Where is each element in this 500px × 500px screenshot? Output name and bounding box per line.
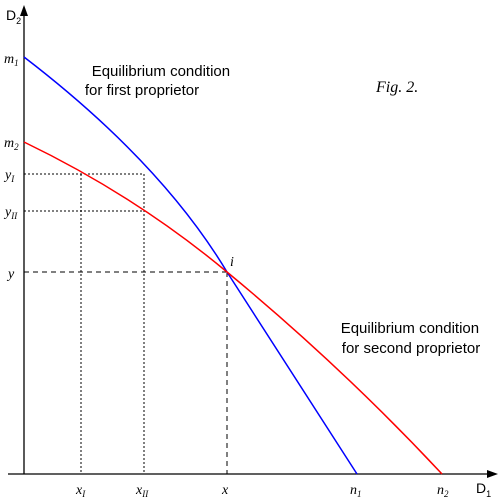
axes [8,14,490,475]
x-mark-x: x [221,483,229,498]
curve-first-annotation: Equilibrium condition for first propriet… [85,63,234,99]
x-axis-arrow-icon [487,470,498,478]
guide-lines-dashed [24,271,228,474]
y-mark-yI: yI [3,168,15,184]
y-mark-m2: m2 [4,136,19,152]
y-mark-y: y [6,267,15,282]
y-axis-arrow-icon [20,5,28,16]
y-axis-label: D2 [6,7,21,26]
x-axis-label: D1 [476,480,491,499]
y-mark-yII: yII [3,205,18,221]
intersection-label: i [230,255,234,270]
x-mark-xII: xII [135,483,149,499]
guide-lines-dotted [24,173,145,474]
y-mark-m1: m1 [4,52,19,68]
y-axis-marks: m1 m2 yI yII y [3,52,19,282]
figure-caption: Fig. 2. [375,79,418,96]
x-mark-n1: n1 [350,483,362,499]
x-axis-marks: xI xII x n1 n2 [75,483,449,499]
curve-second-annotation: Equilibrium condition for second proprie… [341,320,484,357]
curve-first-proprietor [23,56,358,475]
x-mark-n2: n2 [437,483,449,499]
x-mark-xI: xI [75,483,86,499]
curve-second-proprietor [23,141,443,475]
